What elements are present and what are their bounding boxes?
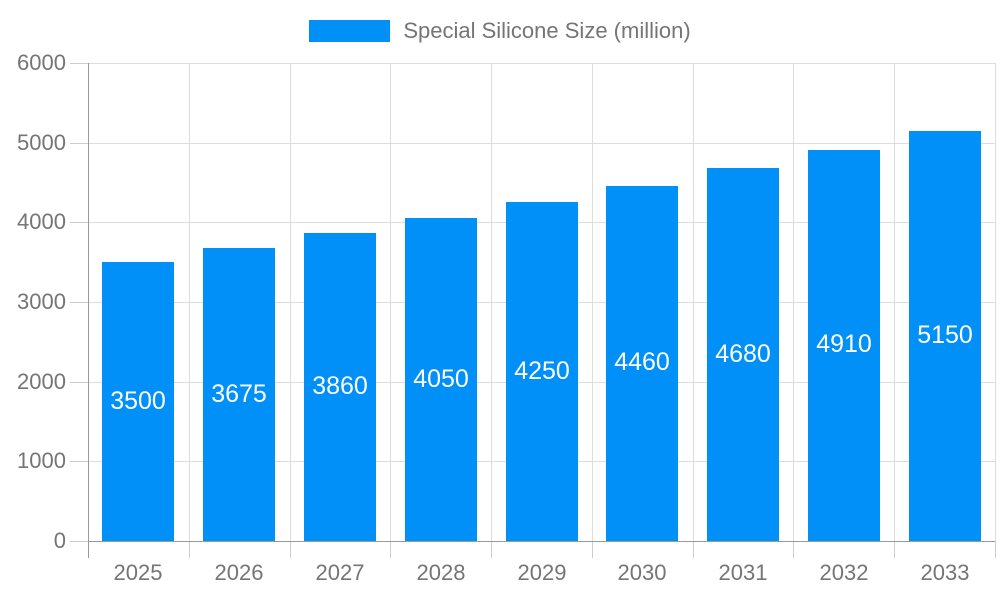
v-gridline (491, 63, 492, 541)
v-gridline (592, 63, 593, 541)
x-tick (491, 541, 492, 558)
v-gridline (793, 63, 794, 541)
bar-value-label: 4680 (715, 340, 771, 368)
h-gridline (88, 143, 995, 144)
y-tick (70, 541, 88, 542)
bar-2032[interactable] (808, 150, 880, 541)
y-tick (70, 461, 88, 462)
x-tick (88, 541, 89, 558)
chart-legend: Special Silicone Size (million) (0, 20, 1000, 42)
bar-value-label: 5150 (917, 321, 973, 349)
y-axis-label: 2000 (17, 369, 66, 394)
y-axis-label: 1000 (17, 448, 66, 473)
x-axis-label: 2032 (819, 560, 869, 585)
bar-2026[interactable] (203, 248, 275, 541)
y-axis-label: 6000 (17, 50, 66, 75)
x-axis-label: 2026 (214, 560, 264, 585)
h-gridline (88, 63, 995, 64)
bar-value-label: 3860 (312, 372, 368, 400)
x-tick (995, 541, 996, 558)
x-tick (189, 541, 190, 558)
x-tick (894, 541, 895, 558)
v-gridline (290, 63, 291, 541)
x-tick (693, 541, 694, 558)
y-tick (70, 382, 88, 383)
y-tick (70, 63, 88, 64)
v-gridline (390, 63, 391, 541)
legend-swatch (309, 20, 391, 42)
y-axis-label: 5000 (17, 130, 66, 155)
x-tick (793, 541, 794, 558)
x-axis-label: 2028 (416, 560, 466, 585)
bar-value-label: 4250 (514, 357, 570, 385)
y-tick (70, 143, 88, 144)
v-gridline (995, 63, 996, 541)
bar-2030[interactable] (606, 186, 678, 541)
bar-value-label: 4910 (816, 330, 872, 358)
bar-2027[interactable] (304, 233, 376, 541)
y-tick (70, 302, 88, 303)
bar-2033[interactable] (909, 131, 981, 541)
bar-2031[interactable] (707, 168, 779, 541)
legend-label: Special Silicone Size (million) (403, 18, 691, 43)
x-axis-label: 2025 (113, 560, 163, 585)
x-axis-line (88, 541, 995, 542)
bar-value-label: 4460 (614, 348, 670, 376)
v-gridline (894, 63, 895, 541)
x-axis-label: 2029 (517, 560, 567, 585)
bar-value-label: 4050 (413, 365, 469, 393)
v-gridline (693, 63, 694, 541)
x-axis-label: 2033 (920, 560, 970, 585)
x-axis-label: 2027 (315, 560, 365, 585)
y-axis-label: 0 (53, 528, 66, 553)
bar-2029[interactable] (506, 202, 578, 541)
y-tick (70, 222, 88, 223)
y-axis-label: 3000 (17, 289, 66, 314)
bar-value-label: 3675 (211, 380, 267, 408)
v-gridline (189, 63, 190, 541)
bar-2028[interactable] (405, 218, 477, 541)
x-tick (390, 541, 391, 558)
x-tick (592, 541, 593, 558)
y-axis-line (88, 63, 89, 541)
x-tick (290, 541, 291, 558)
bar-value-label: 3500 (110, 387, 166, 415)
bar-2025[interactable] (102, 262, 174, 541)
x-axis-label: 2030 (617, 560, 667, 585)
x-axis-label: 2031 (718, 560, 768, 585)
y-axis-label: 4000 (17, 209, 66, 234)
